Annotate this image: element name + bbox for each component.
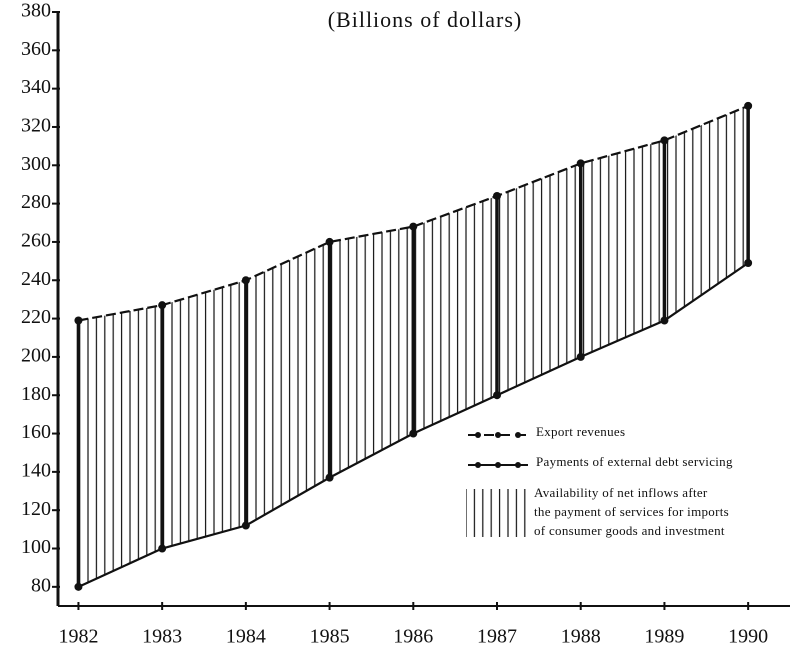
point (325, 237, 334, 246)
point (325, 473, 334, 482)
legend-label: the payment of services for imports (534, 504, 729, 519)
point (576, 352, 585, 361)
y-tick-label: 240 (21, 268, 51, 290)
legend-label: Payments of external debt servicing (536, 454, 733, 469)
x-tick-label: 1988 (561, 626, 601, 648)
point (74, 316, 83, 325)
x-tick-label: 1986 (393, 626, 433, 648)
y-tick-label: 120 (21, 498, 51, 520)
legend-dot (475, 462, 481, 468)
y-tick-label: 300 (21, 153, 51, 175)
point (493, 191, 502, 200)
point (744, 259, 753, 268)
point (241, 521, 250, 530)
legend-dot (515, 462, 521, 468)
x-tick-label: 1985 (310, 626, 350, 648)
y-tick-label: 340 (21, 76, 51, 98)
y-tick-label: 160 (21, 421, 51, 443)
y-tick-label: 100 (21, 536, 51, 558)
legend-dot (495, 432, 501, 438)
series-line (78, 104, 749, 322)
x-tick-label: 1983 (142, 626, 182, 648)
chart-title: (Billions of dollars) (328, 7, 523, 32)
point (409, 429, 418, 438)
point (576, 159, 585, 168)
y-tick-label: 360 (21, 38, 51, 60)
legend-hatch (466, 489, 528, 537)
x-tick-label: 1987 (477, 626, 517, 648)
point (241, 276, 250, 285)
y-tick-label: 280 (21, 191, 51, 213)
x-tick-label: 1989 (644, 626, 684, 648)
y-tick-label: 260 (21, 230, 51, 252)
legend-label: Export revenues (536, 424, 625, 439)
legend-dot (495, 462, 501, 468)
point (660, 316, 669, 325)
y-tick-label: 380 (21, 0, 51, 22)
point (660, 136, 669, 145)
legend-label: Availability of net inflows after (534, 485, 708, 500)
y-tick-label: 320 (21, 115, 51, 137)
legend-dot (475, 432, 481, 438)
point (74, 582, 83, 591)
x-tick-label: 1984 (226, 626, 266, 648)
point (744, 101, 753, 110)
point (158, 544, 167, 553)
y-tick-label: 180 (21, 383, 51, 405)
legend-dot (515, 432, 521, 438)
y-tick-label: 200 (21, 344, 51, 366)
legend-label: of consumer goods and investment (534, 523, 725, 538)
x-tick-label: 1990 (728, 626, 768, 648)
y-tick-label: 140 (21, 459, 51, 481)
x-tick-label: 1982 (58, 626, 98, 648)
point (409, 222, 418, 231)
y-tick-label: 220 (21, 306, 51, 328)
point (493, 391, 502, 400)
point (158, 301, 167, 310)
y-tick-label: 80 (31, 574, 51, 596)
